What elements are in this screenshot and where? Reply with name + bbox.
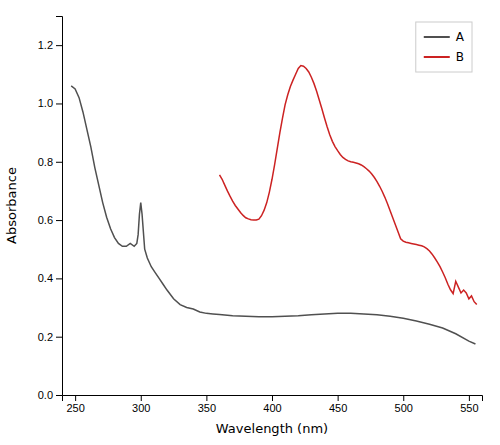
tick-label: 0.2 bbox=[38, 331, 53, 343]
legend-swatch bbox=[424, 36, 450, 38]
legend-item: A bbox=[424, 30, 465, 44]
tick-label: 450 bbox=[329, 402, 347, 414]
tick-mark bbox=[469, 395, 470, 401]
legend-label: A bbox=[456, 30, 465, 44]
tick-mark bbox=[56, 220, 62, 221]
tick: 0.8 bbox=[38, 156, 62, 168]
tick: 1.0 bbox=[38, 97, 62, 109]
tick-mark bbox=[56, 45, 62, 46]
tick-label: 550 bbox=[460, 402, 478, 414]
tick-mark bbox=[206, 395, 207, 401]
series-line bbox=[71, 86, 475, 344]
tick-label: 1.2 bbox=[38, 39, 53, 51]
axis-line bbox=[56, 17, 63, 396]
legend: AB bbox=[416, 22, 472, 72]
tick: 500 bbox=[395, 395, 413, 414]
tick-mark bbox=[56, 337, 62, 338]
series-line bbox=[220, 66, 477, 305]
tick: 550 bbox=[460, 395, 478, 414]
legend-label: B bbox=[456, 50, 464, 64]
tick-label: 250 bbox=[66, 402, 84, 414]
tick-mark bbox=[56, 103, 62, 104]
tick: 0.4 bbox=[38, 272, 62, 284]
tick-mark bbox=[75, 395, 76, 401]
tick-mark bbox=[338, 395, 339, 401]
tick-label: 1.0 bbox=[38, 97, 53, 109]
tick: 300 bbox=[132, 395, 150, 414]
tick-mark bbox=[56, 278, 62, 279]
legend-frame bbox=[416, 22, 472, 72]
tick: 0.2 bbox=[38, 331, 62, 343]
tick-mark bbox=[272, 395, 273, 401]
tick-label: 400 bbox=[263, 402, 281, 414]
tick-mark bbox=[403, 395, 404, 401]
tick-label: 0.0 bbox=[38, 389, 53, 401]
tick-label: 300 bbox=[132, 402, 150, 414]
tick-mark bbox=[56, 395, 62, 396]
series-group bbox=[71, 66, 477, 344]
y-axis-title: Absorbance bbox=[4, 167, 19, 244]
tick-label: 0.6 bbox=[38, 214, 53, 226]
tick: 400 bbox=[263, 395, 281, 414]
tick-label: 350 bbox=[198, 402, 216, 414]
tick-label: 0.8 bbox=[38, 156, 53, 168]
tick: 0.6 bbox=[38, 214, 62, 226]
tick: 350 bbox=[198, 395, 216, 414]
tick-mark bbox=[56, 162, 62, 163]
chart: 250 300 350 400 450 500 550 0.0 0.2 0.4 0.6 0.8 1.0 1… bbox=[0, 0, 500, 445]
axis-line bbox=[63, 396, 483, 402]
tick-label: 0.4 bbox=[38, 272, 53, 284]
tick: 1.2 bbox=[38, 39, 62, 51]
legend-item: B bbox=[424, 50, 464, 64]
legend-swatch bbox=[424, 56, 450, 58]
x-axis-title: Wavelength (nm) bbox=[216, 421, 328, 436]
x-axis: 250 300 350 400 450 500 550 bbox=[63, 395, 483, 414]
tick: 0.0 bbox=[38, 389, 62, 401]
plot: 250 300 350 400 450 500 550 0.0 0.2 0.4 0.6 0.8 1.0 1… bbox=[4, 17, 483, 437]
tick: 250 bbox=[66, 395, 84, 414]
tick-mark bbox=[141, 395, 142, 401]
tick: 450 bbox=[329, 395, 347, 414]
tick-label: 500 bbox=[395, 402, 413, 414]
y-axis: 0.0 0.2 0.4 0.6 0.8 1.0 1.2 bbox=[38, 17, 63, 402]
